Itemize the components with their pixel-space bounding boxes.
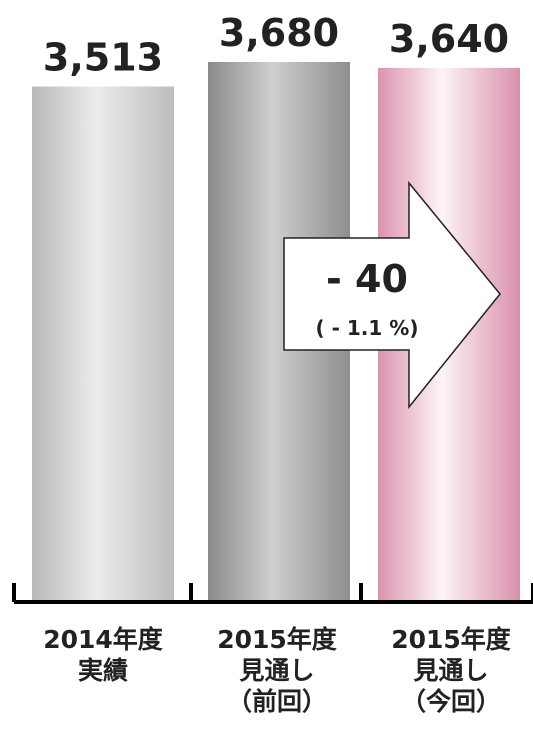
category-label-line: 見通し [239,656,315,685]
category-label-line: 2015年度 [391,625,511,654]
change-arrow-value: - 40 [326,257,408,301]
category-label-3: 2015年度 見通し （今回） [366,624,533,717]
category-label-1: 2014年度 実績 [18,624,188,686]
category-label-line: 2015年度 [217,625,337,654]
change-arrow-percent: ( - 1.1 %) [316,316,419,340]
category-label-line: （今回） [400,687,501,716]
category-label-line: 見通し [413,656,489,685]
category-label-2: 2015年度 見通し （前回） [192,624,362,717]
category-label-line: 2014年度 [43,625,163,654]
category-label-line: （前回） [226,687,327,716]
change-arrow [283,180,501,410]
category-label-line: 実績 [77,656,128,685]
bar-1 [32,86,174,602]
value-label-2: 3,680 [219,11,339,55]
value-label-3: 3,640 [389,17,509,61]
value-label-1: 3,513 [43,36,163,80]
